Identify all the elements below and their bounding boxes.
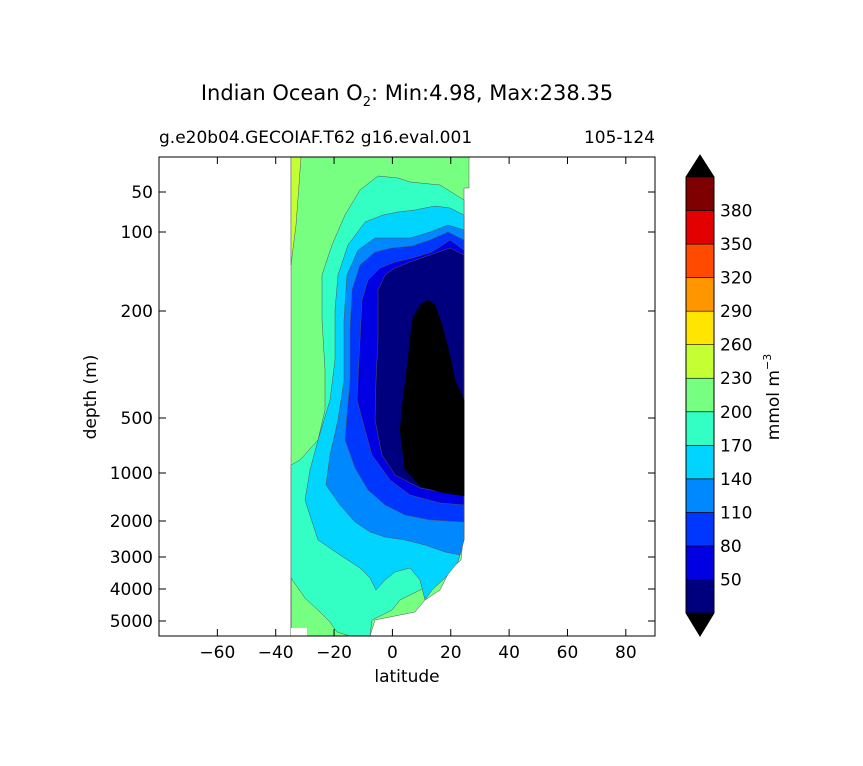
x-tick-label: −40 (258, 643, 294, 663)
y-axis-label: depth (m) (81, 355, 101, 440)
x-axis: −60 −40 −20 0 20 40 60 80 (199, 157, 637, 663)
land-mask (291, 628, 307, 636)
y-tick-label: 200 (121, 302, 153, 322)
colorbar-tick-label: 320 (720, 269, 752, 289)
colorbar-tick-label: 290 (720, 302, 752, 322)
y-tick-label: 4000 (110, 580, 153, 600)
chart-subtitle-right: 105-124 (584, 128, 655, 148)
y-tick-label: 500 (121, 409, 153, 429)
title-suffix: : Min:4.98, Max:238.35 (371, 81, 613, 105)
colorbar-label: mmol m−3 (761, 354, 784, 440)
y-axis: 50 100 200 500 1000 2000 3000 4000 5000 (110, 183, 655, 632)
colorbar-swatch (685, 344, 715, 379)
x-tick-label: 20 (440, 643, 462, 663)
y-tick-label: 5000 (110, 612, 153, 632)
contour-band-230-260 (290, 157, 302, 266)
colorbar-tick-label: 380 (720, 202, 752, 222)
colorbar-swatch (685, 579, 715, 614)
y-tick-label: 50 (131, 183, 153, 203)
colorbar-label-unit: mmol m (764, 370, 784, 440)
colorbar-swatch (685, 445, 715, 480)
y-tick-label: 2000 (110, 512, 153, 532)
colorbar-tick-label: 230 (720, 369, 752, 389)
colorbar-swatch (685, 377, 715, 413)
colorbar-swatch (685, 478, 715, 513)
colorbar-tick-label: 200 (720, 403, 752, 423)
colorbar-extend-max (686, 155, 714, 177)
colorbar-swatch (685, 512, 715, 547)
y-tick-label: 1000 (110, 464, 153, 484)
contour-band-below-20 (399, 299, 465, 497)
colorbar-swatch (685, 277, 715, 312)
plot-frame (158, 156, 656, 637)
colorbar-swatch (685, 176, 715, 211)
x-tick-label: 80 (615, 643, 637, 663)
x-tick-label: 60 (557, 643, 579, 663)
colorbar-tick-label: 110 (720, 503, 752, 523)
y-tick-label: 3000 (110, 548, 153, 568)
colorbar-tick-label: 140 (720, 470, 752, 490)
colorbar-extend-min (686, 613, 714, 636)
colorbar-tick-label: 260 (720, 336, 752, 356)
x-tick-label: 0 (387, 643, 398, 663)
chart-title: Indian Ocean O2: Min:4.98, Max:238.35 (201, 81, 613, 110)
chart-subtitle-left: g.e20b04.GECOIAF.T62 g16.eval.001 (159, 128, 472, 148)
x-tick-label: −60 (199, 643, 235, 663)
colorbar: 50 80 110 140 170 200 230 260 290 320 350 380 (685, 154, 752, 637)
colorbar-swatch (685, 310, 715, 345)
x-tick-label: −20 (316, 643, 352, 663)
colorbar-swatch (685, 243, 715, 278)
colorbar-swatch (685, 545, 715, 580)
colorbar-label-exponent: −3 (761, 354, 774, 370)
title-prefix: Indian Ocean O (201, 81, 363, 105)
colorbar-tick-label: 50 (720, 570, 742, 590)
colorbar-swatch (685, 411, 715, 446)
colorbar-tick-label: 80 (720, 537, 742, 557)
title-subscript: 2 (363, 95, 371, 110)
colorbar-swatch (685, 210, 715, 245)
colorbar-tick-label: 350 (720, 235, 752, 255)
x-tick-label: 40 (498, 643, 520, 663)
plot-area: −60 −40 −20 0 20 40 60 80 50 100 200 500 1000 2000 30… (110, 156, 656, 663)
x-axis-label: latitude (374, 667, 439, 687)
y-tick-label: 100 (121, 223, 153, 243)
colorbar-tick-label: 170 (720, 436, 752, 456)
colorbar-outline (685, 154, 715, 637)
contour-field (290, 157, 470, 636)
